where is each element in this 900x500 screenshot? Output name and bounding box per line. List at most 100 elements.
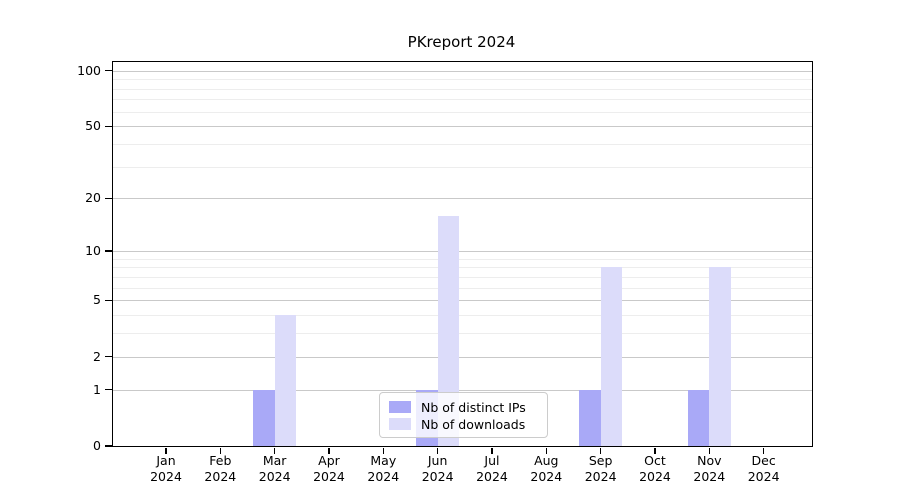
- legend-item-downloads: Nb of downloads: [389, 416, 538, 432]
- y-tick-50: [104, 125, 112, 127]
- minor-gridline-40: [113, 144, 812, 146]
- y-tick-2: [104, 356, 112, 358]
- x-tick-label-mar: Mar 2024: [243, 453, 307, 484]
- y-tick-label-1: 1: [93, 381, 101, 397]
- x-tick-label-line: Nov: [697, 453, 722, 468]
- y-tick-label-5: 5: [93, 292, 101, 308]
- x-tick-apr: [328, 447, 330, 454]
- y-tick-label-10: 10: [85, 243, 101, 259]
- minor-gridline-8: [113, 267, 812, 269]
- x-tick-label-line: 2024: [530, 468, 563, 484]
- x-tick-label-line: Dec: [751, 453, 776, 468]
- y-tick-1: [104, 388, 112, 391]
- x-tick-label-line: Oct: [644, 453, 666, 468]
- x-tick-label-line: 2024: [367, 468, 400, 484]
- x-tick-label-may: May 2024: [351, 453, 415, 484]
- x-tick-may: [382, 447, 384, 454]
- x-tick-label-line: Jul: [484, 453, 500, 468]
- y-tick-label-2: 2: [93, 348, 101, 364]
- x-tick-label-line: 2024: [258, 468, 291, 484]
- legend: Nb of distinct IPs Nb of downloads: [379, 392, 548, 438]
- minor-gridline-6: [113, 287, 812, 289]
- legend-label-downloads: Nb of downloads: [421, 416, 526, 432]
- x-tick-label-line: 2024: [639, 468, 671, 484]
- bar-distinct-ips-nov: [687, 389, 710, 446]
- x-tick-label-line: Aug: [534, 453, 559, 468]
- legend-swatch-downloads: [389, 418, 411, 430]
- y-tick-0: [104, 445, 112, 447]
- legend-item-distinct-ips: Nb of distinct IPs: [389, 399, 538, 415]
- x-tick-label-line: 2024: [476, 468, 508, 484]
- x-tick-label-sep: Sep 2024: [569, 453, 633, 484]
- y-tick-100: [104, 70, 112, 72]
- bar-downloads-jun: [437, 215, 460, 446]
- plot-area: 0 1 2 5 10 20 50 100 Jan 2024 Feb 2024 Mar 2024 Apr 202…: [77, 61, 813, 484]
- y-tick-label-50: 50: [85, 118, 101, 134]
- x-tick-sep: [599, 447, 602, 454]
- y-tick-5: [104, 299, 112, 301]
- x-tick-label-line: 2024: [693, 468, 726, 484]
- x-tick-feb: [219, 447, 221, 454]
- x-tick-label-line: 2024: [421, 468, 454, 484]
- minor-gridline-9: [113, 258, 812, 260]
- x-tick-mar: [274, 447, 276, 454]
- minor-gridline-80: [113, 88, 812, 90]
- major-gridline-50: [113, 126, 812, 128]
- x-tick-dec: [762, 447, 765, 454]
- x-tick-label-line: 2024: [747, 468, 780, 484]
- x-tick-label-oct: Oct 2024: [623, 453, 687, 484]
- y-tick-20: [104, 197, 112, 200]
- major-gridline-10: [113, 251, 812, 253]
- minor-gridline-4: [113, 315, 812, 317]
- x-tick-label-line: Mar: [262, 453, 287, 468]
- y-tick-label-0: 0: [93, 438, 101, 453]
- major-gridline-5: [113, 300, 812, 302]
- x-tick-label-line: Apr: [318, 453, 340, 468]
- minor-gridline-90: [113, 79, 812, 81]
- x-tick-nov: [708, 447, 710, 454]
- minor-gridline-70: [113, 99, 812, 101]
- bar-distinct-ips-sep: [578, 389, 601, 446]
- x-tick-label-jun: Jun 2024: [406, 453, 470, 484]
- major-gridline-100: [113, 70, 812, 72]
- x-tick-label-nov: Nov 2024: [677, 453, 741, 484]
- x-tick-label-jan: Jan 2024: [134, 453, 198, 484]
- x-tick-label-feb: Feb 2024: [188, 453, 252, 484]
- minor-gridline-60: [113, 111, 812, 113]
- x-tick-label-aug: Aug 2024: [514, 453, 578, 484]
- x-tick-label-line: 2024: [584, 468, 617, 484]
- bar-downloads-sep: [600, 267, 623, 446]
- x-tick-jul: [491, 447, 493, 454]
- bar-downloads-nov: [709, 267, 731, 446]
- x-tick-label-apr: Apr 2024: [297, 453, 361, 484]
- x-tick-label-line: 2024: [150, 468, 182, 484]
- major-gridline-2: [113, 356, 812, 358]
- x-tick-label-line: Sep: [588, 453, 613, 468]
- x-tick-label-dec: Dec 2024: [732, 453, 796, 484]
- x-tick-label-line: Jun: [427, 453, 448, 468]
- x-tick-label-line: Feb: [209, 453, 232, 468]
- legend-swatch-distinct-ips: [389, 401, 411, 413]
- x-tick-jun: [437, 447, 439, 454]
- major-gridline-1: [113, 389, 812, 391]
- bar-distinct-ips-mar: [252, 389, 275, 446]
- minor-gridline-30: [113, 166, 812, 168]
- legend-label-distinct-ips: Nb of distinct IPs: [421, 399, 526, 415]
- y-tick-10: [104, 250, 112, 252]
- bar-downloads-mar: [274, 315, 297, 446]
- y-tick-label-20: 20: [85, 190, 101, 206]
- chart-title: PKreport 2024: [407, 33, 516, 51]
- x-tick-label-line: 2024: [313, 468, 345, 484]
- x-tick-label-line: May: [370, 453, 397, 468]
- y-tick-label-100: 100: [77, 62, 101, 78]
- x-tick-aug: [545, 447, 547, 454]
- x-tick-label-line: 2024: [204, 468, 237, 484]
- x-tick-label-jul: Jul 2024: [460, 453, 524, 484]
- minor-gridline-3: [113, 333, 812, 335]
- minor-gridline-7: [113, 276, 812, 278]
- x-tick-label-line: Jan: [156, 453, 176, 468]
- x-tick-jan: [165, 447, 167, 454]
- major-gridline-20: [113, 198, 812, 200]
- x-tick-oct: [654, 447, 656, 454]
